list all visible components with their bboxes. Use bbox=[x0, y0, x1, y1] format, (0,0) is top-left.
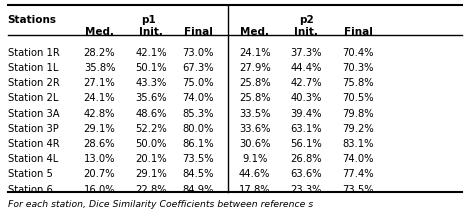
Text: 70.5%: 70.5% bbox=[342, 93, 374, 103]
Text: 84.9%: 84.9% bbox=[182, 184, 214, 195]
Text: 73.5%: 73.5% bbox=[342, 184, 374, 195]
Text: 42.1%: 42.1% bbox=[136, 48, 167, 58]
Text: 24.1%: 24.1% bbox=[239, 48, 271, 58]
Text: 35.8%: 35.8% bbox=[84, 63, 115, 73]
Text: 75.0%: 75.0% bbox=[182, 78, 214, 88]
Text: Station 1L: Station 1L bbox=[8, 63, 58, 73]
Text: 79.2%: 79.2% bbox=[342, 124, 374, 134]
Text: 9.1%: 9.1% bbox=[242, 154, 267, 164]
Text: Med.: Med. bbox=[85, 27, 114, 37]
Text: 67.3%: 67.3% bbox=[182, 63, 214, 73]
Text: 42.8%: 42.8% bbox=[84, 109, 115, 119]
Text: 27.1%: 27.1% bbox=[83, 78, 115, 88]
Text: Med.: Med. bbox=[240, 27, 269, 37]
Text: 35.6%: 35.6% bbox=[136, 93, 167, 103]
Text: Station 4L: Station 4L bbox=[8, 154, 58, 164]
Text: 84.5%: 84.5% bbox=[182, 169, 214, 179]
Text: 56.1%: 56.1% bbox=[291, 139, 322, 149]
Text: Stations: Stations bbox=[7, 15, 56, 25]
Text: Station 1R: Station 1R bbox=[8, 48, 60, 58]
Text: 52.2%: 52.2% bbox=[136, 124, 167, 134]
Text: 20.7%: 20.7% bbox=[84, 169, 115, 179]
Text: 17.8%: 17.8% bbox=[239, 184, 271, 195]
Text: 25.8%: 25.8% bbox=[239, 93, 271, 103]
Text: 42.7%: 42.7% bbox=[291, 78, 322, 88]
Text: 33.6%: 33.6% bbox=[239, 124, 271, 134]
Text: 26.8%: 26.8% bbox=[291, 154, 322, 164]
Text: 48.6%: 48.6% bbox=[136, 109, 167, 119]
Text: 22.8%: 22.8% bbox=[136, 184, 167, 195]
Text: Station 5: Station 5 bbox=[8, 169, 53, 179]
Text: 70.3%: 70.3% bbox=[342, 63, 374, 73]
Text: 50.1%: 50.1% bbox=[136, 63, 167, 73]
Text: 29.1%: 29.1% bbox=[136, 169, 167, 179]
Text: 24.1%: 24.1% bbox=[84, 93, 115, 103]
Text: Station 3P: Station 3P bbox=[8, 124, 59, 134]
Text: 40.3%: 40.3% bbox=[291, 93, 322, 103]
Text: Station 2L: Station 2L bbox=[8, 93, 58, 103]
Text: 70.4%: 70.4% bbox=[342, 48, 374, 58]
Text: For each station, Dice Similarity Coefficients between reference s: For each station, Dice Similarity Coeffi… bbox=[8, 200, 313, 209]
Text: 37.3%: 37.3% bbox=[291, 48, 322, 58]
Text: 20.1%: 20.1% bbox=[136, 154, 167, 164]
Text: p1: p1 bbox=[142, 15, 156, 25]
Text: 77.4%: 77.4% bbox=[342, 169, 374, 179]
Text: 73.5%: 73.5% bbox=[182, 154, 214, 164]
Text: 29.1%: 29.1% bbox=[83, 124, 115, 134]
Text: 28.2%: 28.2% bbox=[84, 48, 115, 58]
Text: 73.0%: 73.0% bbox=[182, 48, 214, 58]
Text: Station 2R: Station 2R bbox=[8, 78, 60, 88]
Text: Init.: Init. bbox=[294, 27, 319, 37]
Text: Final: Final bbox=[184, 27, 213, 37]
Text: 44.6%: 44.6% bbox=[239, 169, 271, 179]
Text: 16.0%: 16.0% bbox=[84, 184, 115, 195]
Text: 30.6%: 30.6% bbox=[239, 139, 271, 149]
Text: 85.3%: 85.3% bbox=[182, 109, 214, 119]
Text: 74.0%: 74.0% bbox=[182, 93, 214, 103]
Text: 39.4%: 39.4% bbox=[291, 109, 322, 119]
Text: p2: p2 bbox=[299, 15, 314, 25]
Text: Station 3A: Station 3A bbox=[8, 109, 59, 119]
Text: 75.8%: 75.8% bbox=[342, 78, 374, 88]
Text: 83.1%: 83.1% bbox=[342, 139, 374, 149]
Text: 63.1%: 63.1% bbox=[291, 124, 322, 134]
Text: Final: Final bbox=[344, 27, 373, 37]
Text: 50.0%: 50.0% bbox=[136, 139, 167, 149]
Text: 44.4%: 44.4% bbox=[291, 63, 322, 73]
Text: 86.1%: 86.1% bbox=[182, 139, 214, 149]
Text: 80.0%: 80.0% bbox=[182, 124, 214, 134]
Text: 74.0%: 74.0% bbox=[342, 154, 374, 164]
Text: 23.3%: 23.3% bbox=[291, 184, 322, 195]
Text: 43.3%: 43.3% bbox=[136, 78, 167, 88]
Text: 28.6%: 28.6% bbox=[84, 139, 115, 149]
Text: 25.8%: 25.8% bbox=[239, 78, 271, 88]
Text: 33.5%: 33.5% bbox=[239, 109, 271, 119]
Text: Init.: Init. bbox=[139, 27, 163, 37]
Text: 13.0%: 13.0% bbox=[84, 154, 115, 164]
Text: 79.8%: 79.8% bbox=[342, 109, 374, 119]
Text: 63.6%: 63.6% bbox=[291, 169, 322, 179]
Text: 27.9%: 27.9% bbox=[239, 63, 271, 73]
Text: Station 6: Station 6 bbox=[8, 184, 53, 195]
Text: Station 4R: Station 4R bbox=[8, 139, 59, 149]
